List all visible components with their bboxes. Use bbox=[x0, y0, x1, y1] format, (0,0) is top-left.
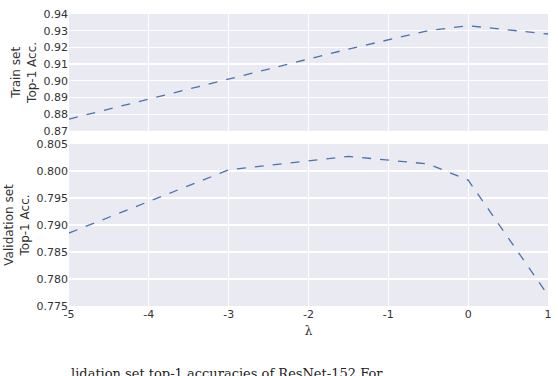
svg-text:0.805: 0.805 bbox=[37, 138, 69, 151]
svg-text:lidation set top-1 accuracies: lidation set top-1 accuracies of ResNet-… bbox=[71, 366, 383, 376]
svg-text:-1: -1 bbox=[383, 308, 394, 321]
svg-text:Validation setTop-1 Acc.: Validation setTop-1 Acc. bbox=[2, 184, 32, 266]
svg-text:0.89: 0.89 bbox=[44, 91, 69, 104]
svg-text:0.780: 0.780 bbox=[37, 273, 69, 286]
svg-text:0.87: 0.87 bbox=[44, 125, 69, 138]
svg-text:0.94: 0.94 bbox=[44, 8, 69, 21]
svg-text:0.88: 0.88 bbox=[44, 108, 69, 121]
svg-text:0.785: 0.785 bbox=[37, 246, 69, 259]
svg-text:-2: -2 bbox=[303, 308, 314, 321]
svg-text:-5: -5 bbox=[64, 308, 75, 321]
svg-text:0.91: 0.91 bbox=[44, 58, 69, 71]
svg-text:λ: λ bbox=[305, 324, 313, 338]
svg-text:0.775: 0.775 bbox=[37, 300, 69, 313]
svg-text:0.92: 0.92 bbox=[44, 41, 69, 54]
svg-text:-4: -4 bbox=[143, 308, 154, 321]
svg-text:1: 1 bbox=[545, 308, 552, 321]
svg-text:Train setTop-1 Acc.: Train setTop-1 Acc. bbox=[9, 42, 39, 104]
svg-text:0.790: 0.790 bbox=[37, 219, 69, 232]
svg-text:-3: -3 bbox=[223, 308, 234, 321]
svg-text:0.90: 0.90 bbox=[44, 75, 69, 88]
svg-text:0.795: 0.795 bbox=[37, 192, 69, 205]
svg-text:0: 0 bbox=[465, 308, 472, 321]
svg-text:0.93: 0.93 bbox=[44, 25, 69, 38]
svg-text:0.800: 0.800 bbox=[37, 165, 69, 178]
